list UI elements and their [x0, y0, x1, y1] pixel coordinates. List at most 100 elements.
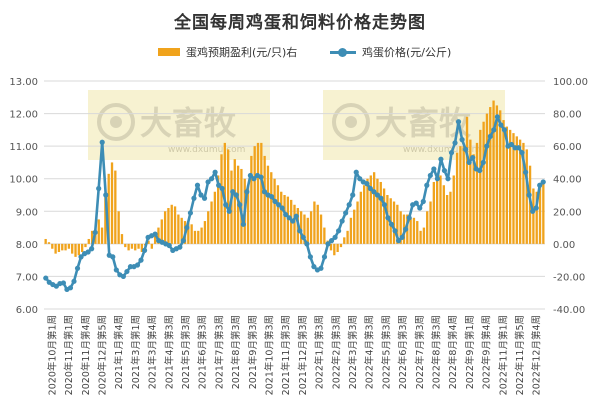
- egg-price-point: [501, 127, 508, 133]
- profit-bar: [273, 178, 276, 244]
- egg-price-point: [367, 185, 373, 192]
- egg-price-point: [261, 189, 268, 195]
- egg-price-point: [318, 265, 324, 271]
- x-tick-label: 2021年12月第3周: [297, 315, 309, 395]
- left-tick-label: 11.00: [9, 142, 38, 153]
- x-tick-label: 2022年2月第3周: [330, 315, 342, 389]
- egg-price-point: [177, 244, 183, 250]
- left-tick-label: 9.00: [16, 207, 38, 218]
- profit-bar: [217, 175, 220, 244]
- profit-bar: [150, 243, 153, 249]
- legend-item-egg-price: 鸡蛋价格(元/公斤): [330, 44, 451, 60]
- egg-price-point: [205, 179, 211, 185]
- profit-bar: [495, 105, 499, 244]
- x-tick-label: 2022年9月第4周: [481, 315, 493, 389]
- profit-bar: [124, 243, 127, 248]
- egg-price-point: [357, 176, 363, 182]
- profit-bar: [316, 204, 319, 244]
- profit-bar: [147, 240, 150, 244]
- egg-price-point: [244, 189, 250, 195]
- egg-price-point: [346, 202, 352, 208]
- x-tick-label: 2022年6月第3周: [397, 315, 409, 389]
- x-tick-label: 2021年5月第3周: [180, 315, 192, 389]
- profit-bar: [74, 243, 77, 257]
- profit-bar: [535, 191, 538, 244]
- egg-price-point: [166, 242, 172, 249]
- profit-bar: [432, 181, 436, 244]
- profit-bar: [71, 243, 74, 254]
- profit-bar: [509, 129, 512, 244]
- egg-price-point: [378, 195, 384, 201]
- profit-bar: [210, 201, 213, 244]
- right-tick-label: 20.00: [553, 207, 582, 218]
- profit-bar: [445, 195, 449, 244]
- profit-bar: [349, 217, 353, 244]
- egg-price-point: [290, 218, 296, 224]
- profit-bar: [356, 201, 359, 244]
- profit-bar: [392, 201, 396, 244]
- egg-price-point: [445, 176, 451, 182]
- profit-bar: [532, 188, 535, 244]
- egg-price-point: [494, 114, 500, 120]
- egg-price-point: [533, 205, 539, 211]
- x-tick-label: 2021年9月第3周: [247, 315, 259, 389]
- x-tick-label: 2021年11月第3周: [280, 315, 292, 395]
- profit-bar: [359, 191, 363, 244]
- profit-bar: [363, 185, 366, 244]
- egg-price-point: [258, 174, 264, 180]
- egg-price-point: [431, 166, 437, 172]
- profit-bar: [538, 186, 542, 244]
- profit-bar: [250, 155, 253, 244]
- legend-label-profit: 蛋鸡预期盈利(元/只)右: [186, 46, 298, 59]
- profit-bar: [77, 243, 80, 256]
- profit-bar: [140, 243, 144, 252]
- profit-bar: [459, 146, 462, 244]
- egg-price-point: [537, 182, 543, 188]
- egg-price-point: [336, 228, 342, 234]
- profit-bar: [469, 139, 472, 244]
- profit-bar: [286, 196, 290, 244]
- egg-price-point: [152, 231, 158, 237]
- profit-bar: [336, 243, 339, 252]
- profit-bar: [422, 227, 426, 244]
- profit-bar: [213, 191, 217, 244]
- egg-price-point: [424, 182, 430, 188]
- x-tick-label: 2021年3月第4周: [147, 315, 159, 389]
- egg-price-point: [78, 254, 84, 260]
- egg-price-point: [328, 238, 335, 244]
- egg-price-point: [96, 185, 102, 192]
- egg-price-point: [477, 167, 483, 174]
- profit-bar: [90, 230, 94, 244]
- profit-bar: [51, 243, 54, 249]
- profit-bar: [439, 175, 442, 244]
- egg-price-point: [138, 257, 144, 263]
- profit-bar: [475, 142, 479, 244]
- profit-bar: [87, 238, 90, 244]
- egg-price-point: [187, 210, 194, 216]
- profit-bar: [203, 221, 207, 244]
- watermark-text: 大畜牧: [140, 104, 237, 142]
- egg-price-point: [89, 246, 95, 252]
- profit-bar: [462, 146, 465, 244]
- profit-bar: [107, 173, 110, 244]
- egg-price-point: [498, 122, 504, 128]
- profit-bar: [409, 217, 412, 244]
- profit-bar: [130, 243, 134, 249]
- profit-bar: [180, 217, 183, 244]
- profit-bar: [522, 142, 525, 244]
- profit-bar: [220, 154, 223, 244]
- profit-bar: [80, 243, 84, 252]
- profit-bar: [160, 219, 163, 244]
- egg-price-point: [240, 221, 246, 227]
- egg-price-point: [406, 215, 412, 221]
- profit-bar: [353, 209, 356, 244]
- egg-price-point: [526, 192, 532, 198]
- egg-price-point: [455, 119, 462, 125]
- profit-bar: [416, 221, 419, 244]
- profit-bar: [197, 230, 200, 244]
- profit-bar: [117, 211, 120, 244]
- profit-bar: [54, 243, 57, 254]
- egg-price-point: [237, 202, 243, 208]
